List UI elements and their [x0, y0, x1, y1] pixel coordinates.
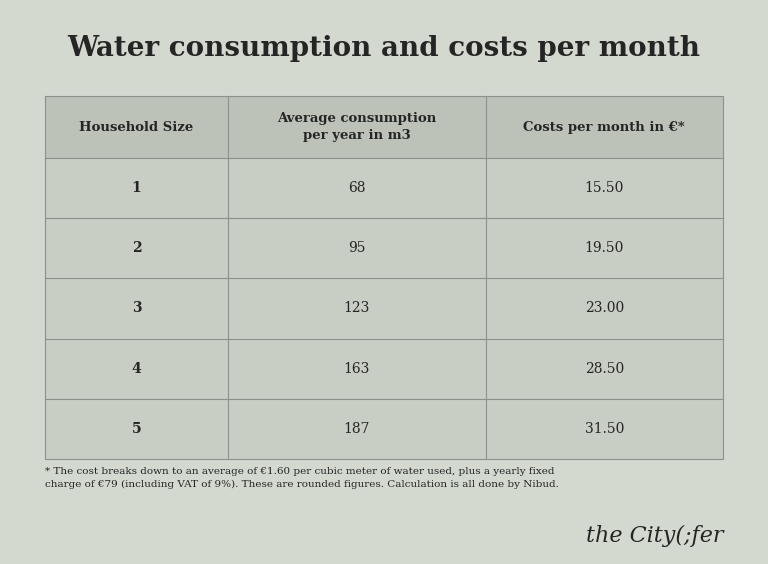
Bar [45, 96, 723, 459]
Text: Costs per month in €*: Costs per month in €* [524, 121, 685, 134]
Text: Household Size: Household Size [79, 121, 194, 134]
Text: 28.50: 28.50 [584, 362, 624, 376]
Text: 23.00: 23.00 [584, 302, 624, 315]
Text: the City(;fer: the City(;fer [585, 525, 723, 547]
Text: 163: 163 [344, 362, 370, 376]
Text: 68: 68 [348, 181, 366, 195]
Text: 1: 1 [131, 181, 141, 195]
Text: 15.50: 15.50 [584, 181, 624, 195]
Text: Average consumption
per year in m3: Average consumption per year in m3 [277, 112, 436, 142]
Text: 187: 187 [343, 422, 370, 436]
Text: Water consumption and costs per month: Water consumption and costs per month [68, 36, 700, 63]
Text: 31.50: 31.50 [584, 422, 624, 436]
Text: 123: 123 [344, 302, 370, 315]
Text: 5: 5 [132, 422, 141, 436]
Text: 95: 95 [348, 241, 366, 255]
Text: * The cost breaks down to an average of €1.60 per cubic meter of water used, plu: * The cost breaks down to an average of … [45, 467, 559, 488]
Text: 3: 3 [132, 302, 141, 315]
Text: 19.50: 19.50 [584, 241, 624, 255]
Text: 4: 4 [131, 362, 141, 376]
Bar [45, 96, 723, 158]
Text: 2: 2 [132, 241, 141, 255]
